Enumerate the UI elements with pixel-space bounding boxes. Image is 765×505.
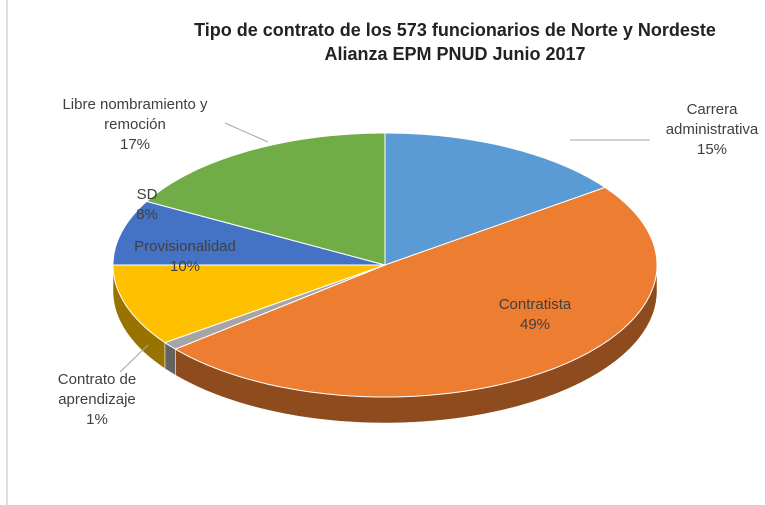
value-label: 1% (86, 411, 108, 428)
value-label: 10% (169, 258, 201, 275)
chart-subtitle: Alianza EPM PNUD Junio 2017 (324, 44, 586, 64)
data-label: Provisionalidad 10% (115, 237, 255, 277)
leader-line (119, 344, 149, 373)
data-label: SD 8% (117, 185, 177, 225)
slice (145, 132, 386, 266)
category-label: Contratista (498, 296, 572, 313)
category-label: Libre nombramiento y remoción (62, 96, 208, 133)
category-label: Contrato de aprendizaje (57, 371, 137, 408)
data-label: Contratista 49% (475, 295, 595, 335)
chart-title-block: Tipo de contrato de los 573 funcionarios… (175, 18, 735, 66)
slice (384, 132, 607, 266)
data-label: Contrato de aprendizaje 1% (37, 370, 157, 430)
category-label: SD (136, 186, 158, 203)
chart-title: Tipo de contrato de los 573 funcionarios… (194, 20, 716, 40)
data-label: Libre nombramiento y remoción 17% (35, 95, 235, 155)
value-label: 49% (519, 316, 551, 333)
slice (112, 264, 386, 344)
slice (112, 200, 386, 266)
value-label: 15% (696, 141, 728, 158)
value-label: 8% (136, 206, 158, 223)
data-label: Carrera administrativa 15% (652, 100, 765, 160)
value-label: 17% (119, 136, 151, 153)
leader-line (224, 122, 269, 143)
category-label: Provisionalidad (134, 238, 236, 255)
slice (174, 186, 658, 398)
category-label: Carrera administrativa (665, 101, 759, 138)
